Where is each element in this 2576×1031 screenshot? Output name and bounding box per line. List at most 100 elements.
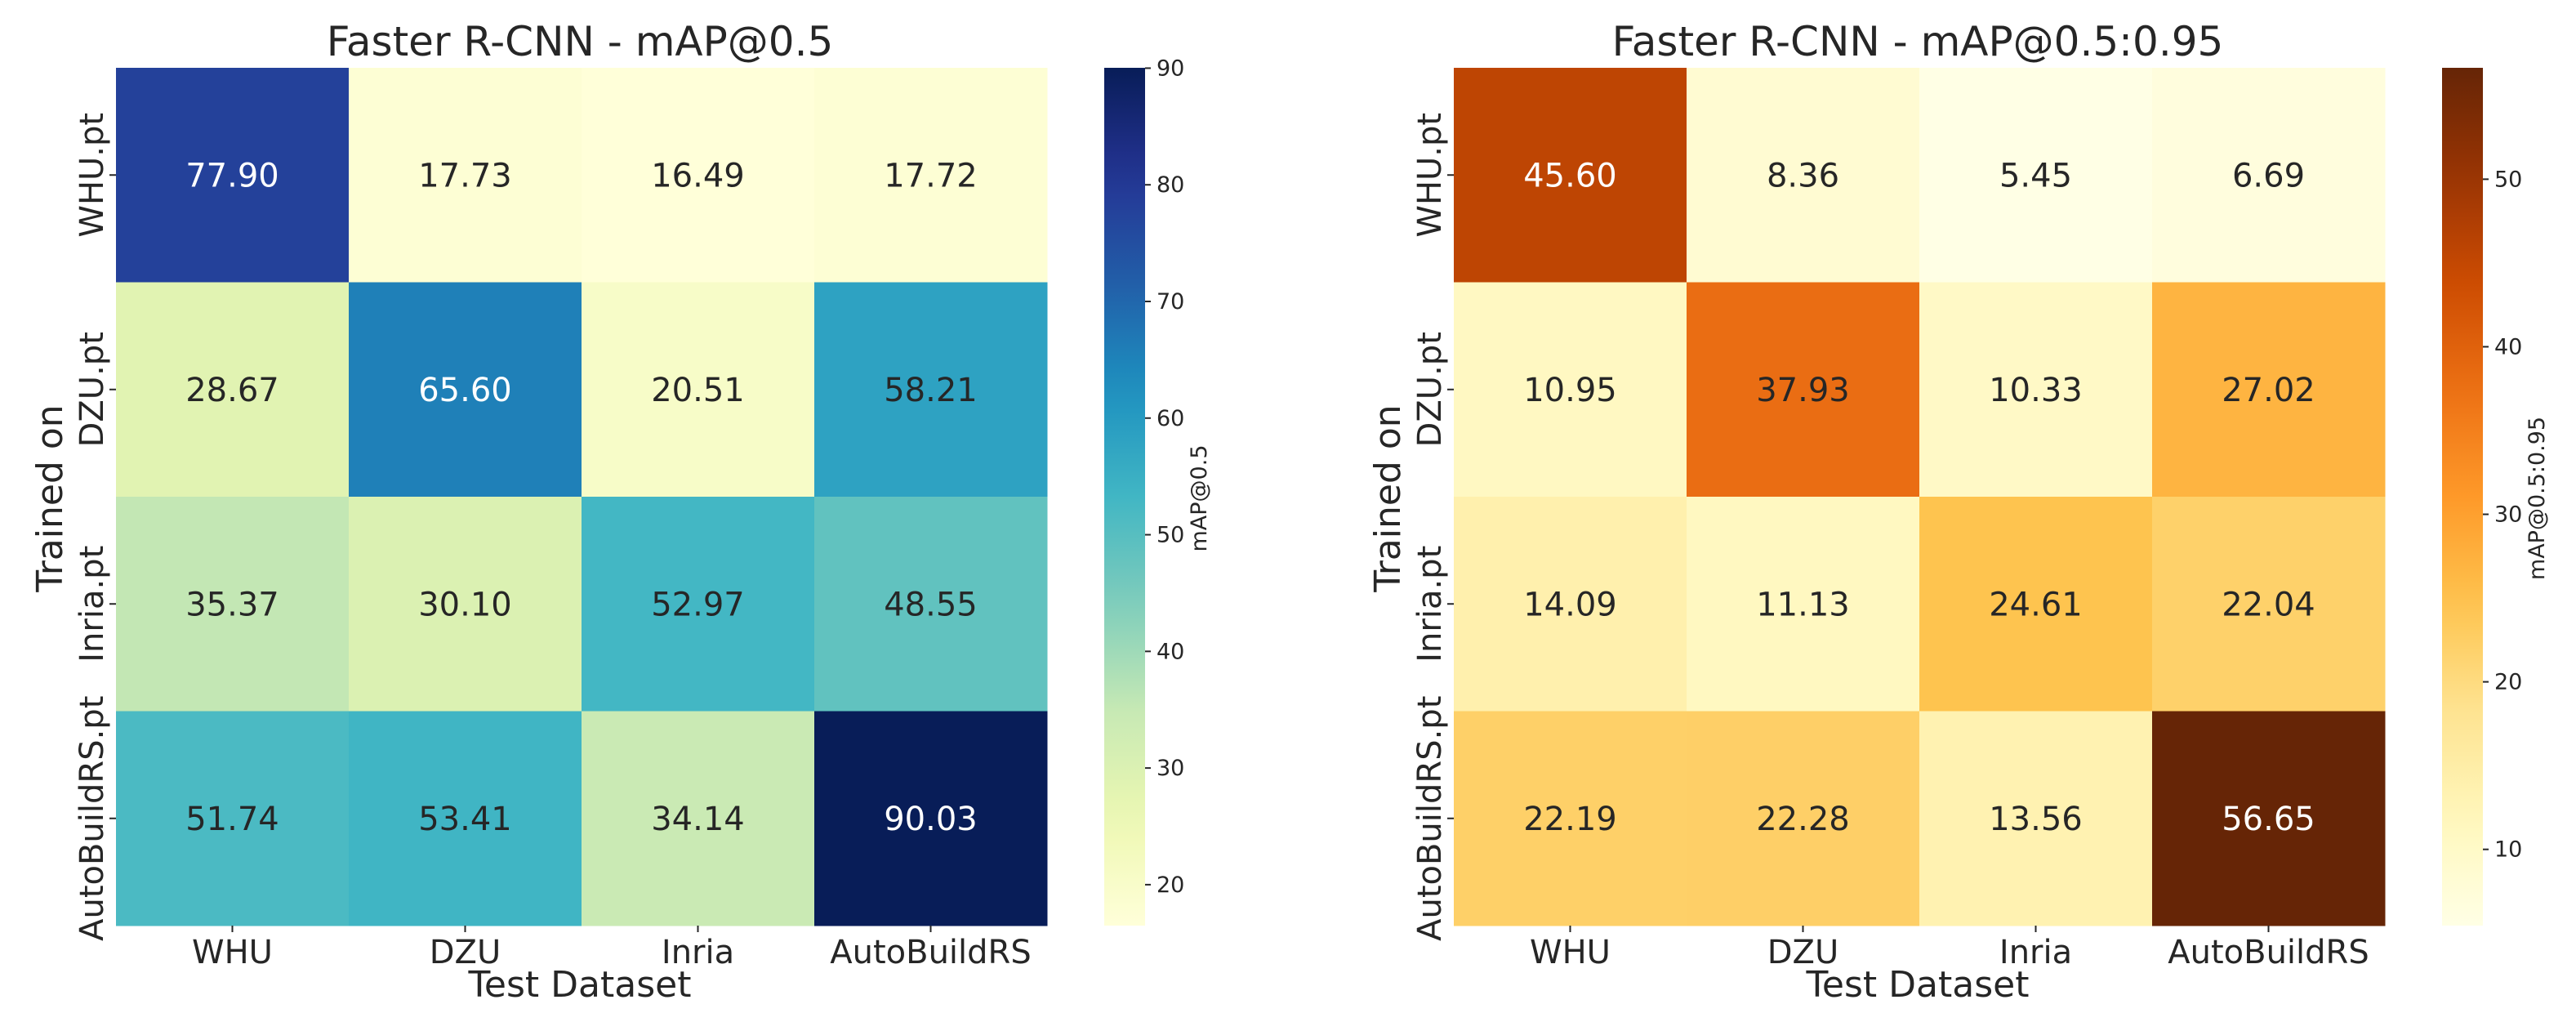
x-tick-labels: WHU DZU Inria AutoBuildRS xyxy=(192,926,1032,971)
heatmap-cell xyxy=(2152,711,2386,926)
heatmap-cell xyxy=(1919,711,2153,926)
cell-value-label: 20.51 xyxy=(651,372,745,409)
cell-value-label: 22.04 xyxy=(2222,586,2315,623)
heatmap-cell xyxy=(349,68,582,283)
y-tick-label: DZU.pt xyxy=(74,332,111,447)
cell-value-label: 90.03 xyxy=(884,801,978,838)
cell-value-label: 56.65 xyxy=(2222,801,2315,838)
colorbar-tick-label: 10 xyxy=(2494,837,2522,863)
cell-value-label: 45.60 xyxy=(1523,157,1617,194)
heatmap-cell xyxy=(1919,497,2153,712)
chart-title: Faster R-CNN - mAP@0.5 xyxy=(327,18,834,65)
heatmap-cell xyxy=(2152,282,2386,498)
cell-value-label: 17.72 xyxy=(884,157,978,194)
cell-value-label: 22.28 xyxy=(1756,801,1850,838)
colorbar-tick-label: 30 xyxy=(1157,756,1184,781)
colorbar-label: mAP@0.5:0.95 xyxy=(2525,417,2550,580)
cell-value-label: 48.55 xyxy=(884,586,978,623)
colorbar-tick-label: 20 xyxy=(2494,670,2522,695)
heatmap-map50-95: Faster R-CNN - mAP@0.5:0.95 45.60 8.36 5.4… xyxy=(1367,18,2550,1006)
heatmap-cell xyxy=(1687,282,1920,498)
y-tick-label: AutoBuildRS.pt xyxy=(1411,696,1449,941)
cell-value-label: 37.93 xyxy=(1756,372,1850,409)
colorbar-tick-label: 50 xyxy=(1157,523,1184,548)
y-tick-label: WHU.pt xyxy=(74,113,111,238)
colorbar-tick-label: 50 xyxy=(2494,167,2522,192)
heatmap-cell xyxy=(349,497,582,712)
colorbar-label: mAP@0.5 xyxy=(1187,445,1212,552)
heatmap-cell xyxy=(1687,497,1920,712)
x-tick-labels: WHU DZU Inria AutoBuildRS xyxy=(1530,926,2369,971)
colorbar: 20 30 40 50 60 70 80 90 xyxy=(1104,56,1184,926)
heatmap-cell xyxy=(116,282,350,498)
heatmap-cell xyxy=(814,497,1048,712)
cell-value-label: 24.61 xyxy=(1989,586,2083,623)
heatmap-cell xyxy=(814,68,1048,283)
x-tick-label: DZU xyxy=(1767,934,1838,971)
y-tick-label: DZU.pt xyxy=(1411,332,1449,447)
x-tick-label: WHU xyxy=(192,934,273,971)
cell-value-label: 22.19 xyxy=(1523,801,1617,838)
cell-value-label: 13.56 xyxy=(1989,801,2083,838)
cell-value-label: 35.37 xyxy=(185,586,279,623)
heatmap-cell xyxy=(1454,497,1687,712)
cell-value-label: 34.14 xyxy=(651,801,745,838)
cell-value-label: 10.95 xyxy=(1523,372,1617,409)
cell-value-label: 65.60 xyxy=(418,372,512,409)
cell-value-label: 14.09 xyxy=(1523,586,1617,623)
y-tick-label: Inria.pt xyxy=(74,546,111,663)
heatmap-cell xyxy=(2152,497,2386,712)
colorbar-tick-label: 60 xyxy=(1157,406,1184,431)
heatmap-cell xyxy=(1687,68,1920,283)
cell-value-label: 58.21 xyxy=(884,372,978,409)
y-tick-label: Inria.pt xyxy=(1411,546,1449,663)
heatmap-cell xyxy=(1454,68,1687,283)
cell-value-label: 53.41 xyxy=(418,801,512,838)
y-tick-label: WHU.pt xyxy=(1411,113,1449,238)
colorbar-tick-label: 20 xyxy=(1157,873,1184,898)
cell-value-label: 6.69 xyxy=(2232,157,2305,194)
heatmap-cell xyxy=(116,711,350,926)
colorbar-tick-label: 40 xyxy=(1157,639,1184,664)
x-tick-label: WHU xyxy=(1530,934,1611,971)
x-tick-label: Inria xyxy=(1999,934,2072,971)
cell-value-label: 27.02 xyxy=(2222,372,2315,409)
colorbar-gradient xyxy=(1104,68,1145,926)
cell-value-label: 77.90 xyxy=(185,157,279,194)
x-tick-label: Inria xyxy=(662,934,734,971)
y-tick-labels: WHU.pt DZU.pt Inria.pt AutoBuildRS.pt xyxy=(74,113,116,941)
heatmap-cell xyxy=(1919,68,2153,283)
y-axis-label: Trained on xyxy=(1367,404,1409,592)
heatmap-cell xyxy=(349,282,582,498)
heatmap-cells: 45.60 8.36 5.45 6.69 10.95 37.93 10.33 27.02 14.… xyxy=(1454,68,2386,926)
heatmap-cell xyxy=(814,711,1048,926)
heatmap-cell xyxy=(116,497,350,712)
heatmap-cell xyxy=(582,282,815,498)
heatmap-cell xyxy=(1919,282,2153,498)
colorbar-gradient xyxy=(2442,68,2483,926)
x-axis-label: Test Dataset xyxy=(468,964,692,1006)
cell-value-label: 28.67 xyxy=(185,372,279,409)
colorbar-tick-label: 30 xyxy=(2494,502,2522,528)
colorbar-tick-label: 40 xyxy=(2494,334,2522,359)
cell-value-label: 17.73 xyxy=(418,157,512,194)
cell-value-label: 5.45 xyxy=(1999,157,2072,194)
heatmap-cell xyxy=(116,68,350,283)
x-tick-label: DZU xyxy=(430,934,501,971)
colorbar: 10 20 30 40 50 xyxy=(2442,68,2522,926)
y-tick-label: AutoBuildRS.pt xyxy=(74,696,111,941)
cell-value-label: 11.13 xyxy=(1756,586,1850,623)
colorbar-tick-label: 80 xyxy=(1157,172,1184,198)
colorbar-tick-label: 70 xyxy=(1157,289,1184,315)
chart-title: Faster R-CNN - mAP@0.5:0.95 xyxy=(1612,18,2224,65)
heatmap-cell xyxy=(1454,711,1687,926)
cell-value-label: 52.97 xyxy=(651,586,745,623)
heatmap-cell xyxy=(814,282,1048,498)
y-axis-label: Trained on xyxy=(29,404,71,592)
colorbar-tick-label: 90 xyxy=(1157,56,1184,81)
cell-value-label: 16.49 xyxy=(651,157,745,194)
cell-value-label: 10.33 xyxy=(1989,372,2083,409)
heatmap-cells: 77.90 17.73 16.49 17.72 28.67 65.60 20.51 58.21… xyxy=(116,68,1048,926)
x-axis-label: Test Dataset xyxy=(1806,964,2030,1006)
